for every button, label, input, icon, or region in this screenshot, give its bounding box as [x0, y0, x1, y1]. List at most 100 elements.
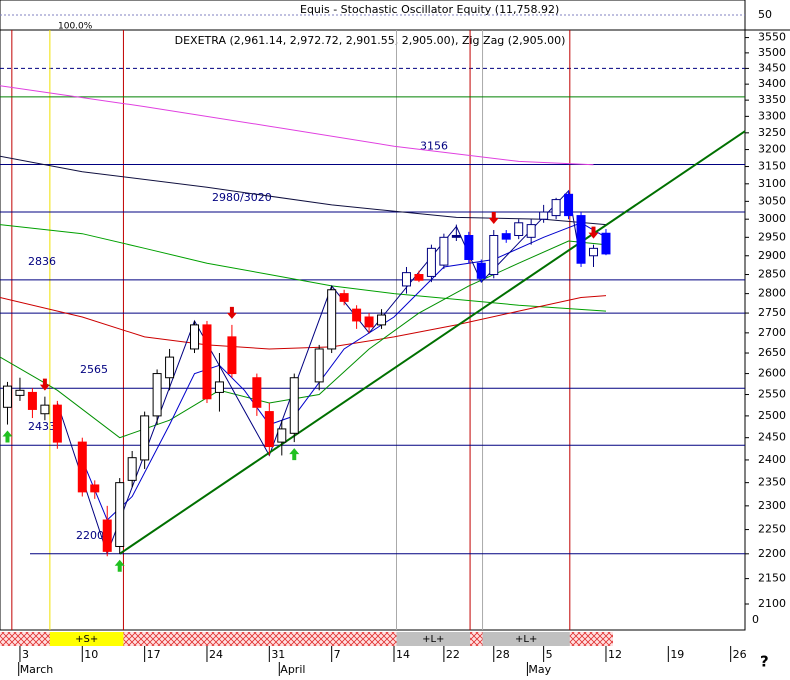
candle-body [127, 457, 137, 481]
candle-body [102, 519, 112, 552]
x-tick-label: 10 [84, 648, 98, 661]
y-tick-label: 2250 [758, 523, 786, 536]
candle-body [339, 293, 349, 302]
candle-body [2, 385, 12, 408]
candle-body [165, 356, 175, 379]
indicator-line [0, 224, 607, 312]
candle-body [27, 391, 37, 410]
indicator-line [0, 85, 594, 166]
x-tick-label: 17 [147, 648, 161, 661]
candle-body [576, 215, 586, 264]
bottom-label: 0 [752, 613, 759, 626]
y-tick-label: 2300 [758, 499, 786, 512]
candle-body [214, 381, 224, 393]
signal-band [482, 632, 570, 646]
help-mark[interactable]: ? [760, 653, 769, 671]
candle-body [77, 441, 87, 493]
candle-body [264, 411, 274, 448]
level-label: 2200 [76, 529, 104, 542]
top-panel-pct: 100.0% [58, 22, 93, 32]
candle-body [476, 262, 486, 279]
y-tick-label: 3500 [758, 46, 786, 59]
y-tick-label: 3400 [758, 77, 786, 90]
x-tick-label: 19 [670, 648, 684, 661]
candle-body [252, 377, 262, 408]
candle-body [377, 314, 387, 326]
y-tick-label: 2700 [758, 326, 786, 339]
level-label: 2565 [80, 363, 108, 376]
candle-body [190, 324, 200, 350]
x-tick-label: 31 [271, 648, 285, 661]
candle-body [152, 373, 162, 417]
y-tick-label: 2450 [758, 431, 786, 444]
level-label: 3156 [420, 139, 448, 152]
signal-band [49, 632, 124, 646]
x-tick-label: 12 [608, 648, 622, 661]
level-label: 2836 [28, 255, 56, 268]
candle-body [289, 377, 299, 434]
plot-frame [0, 0, 746, 631]
sell-arrow [488, 212, 499, 225]
candle-body [140, 415, 150, 461]
y-tick-label: 2150 [758, 572, 786, 585]
candle-body [401, 272, 411, 287]
candle-body [277, 428, 287, 443]
y-tick-label: 2400 [758, 453, 786, 466]
y-tick-label: 3150 [758, 160, 786, 173]
candle-body [564, 193, 574, 217]
y-tick-label: 2650 [758, 346, 786, 359]
sell-arrow [226, 306, 237, 319]
y-tick-label: 3300 [758, 109, 786, 122]
candle-body [52, 404, 62, 443]
candle-body [464, 234, 474, 260]
x-tick-label: 14 [396, 648, 410, 661]
candle-body [489, 234, 499, 276]
buy-arrow [289, 448, 300, 461]
top-panel-title: Equis - Stochastic Oscillator Equity (11… [300, 3, 559, 16]
level-label: 2433 [28, 420, 56, 433]
candle-body [539, 211, 549, 220]
candle-body [90, 484, 100, 493]
candle-body [327, 289, 337, 350]
candle-body [526, 224, 536, 238]
candle-body [601, 232, 611, 255]
x-tick-label: 5 [546, 648, 553, 661]
indicator-line [0, 240, 607, 439]
candle-body [551, 199, 561, 217]
sell-arrow [39, 378, 50, 391]
signal-band-label: +L+ [422, 634, 444, 645]
candle-body [40, 404, 50, 415]
y-tick-label: 3350 [758, 93, 786, 106]
level-note: 2980/3020 [212, 191, 272, 204]
x-tick-label: 24 [209, 648, 223, 661]
x-tick-label: 28 [496, 648, 510, 661]
candle-body [501, 233, 511, 240]
y-tick-label: 2950 [758, 230, 786, 243]
y-tick-label: 3550 [758, 31, 786, 44]
y-tick-label: 2800 [758, 287, 786, 300]
candle-body [426, 247, 436, 277]
buy-arrow [114, 559, 125, 572]
candle-body [352, 308, 362, 322]
y-tick-label: 3000 [758, 212, 786, 225]
chart-title: DEXETRA (2,961.14, 2,972.72, 2,901.55, 2… [175, 34, 566, 47]
sell-arrow [588, 226, 599, 239]
y-tick-label: 2900 [758, 249, 786, 262]
y-tick-label: 2200 [758, 547, 786, 560]
month-label: May [528, 663, 551, 676]
candle-body [414, 274, 424, 281]
candle-body [314, 348, 324, 383]
indicator-line [56, 189, 582, 556]
month-label: April [280, 663, 305, 676]
y-tick-label: 2750 [758, 306, 786, 319]
signal-band-label: +L+ [515, 634, 537, 645]
y-tick-label: 3100 [758, 177, 786, 190]
y-tick-label: 3050 [758, 194, 786, 207]
y-tick-label: 2500 [758, 409, 786, 422]
y-tick-label: 2600 [758, 367, 786, 380]
candle-body [115, 482, 125, 547]
signal-band-label: +S+ [75, 634, 98, 645]
y-tick-label: 3450 [758, 61, 786, 74]
y-tick-label: 2850 [758, 268, 786, 281]
